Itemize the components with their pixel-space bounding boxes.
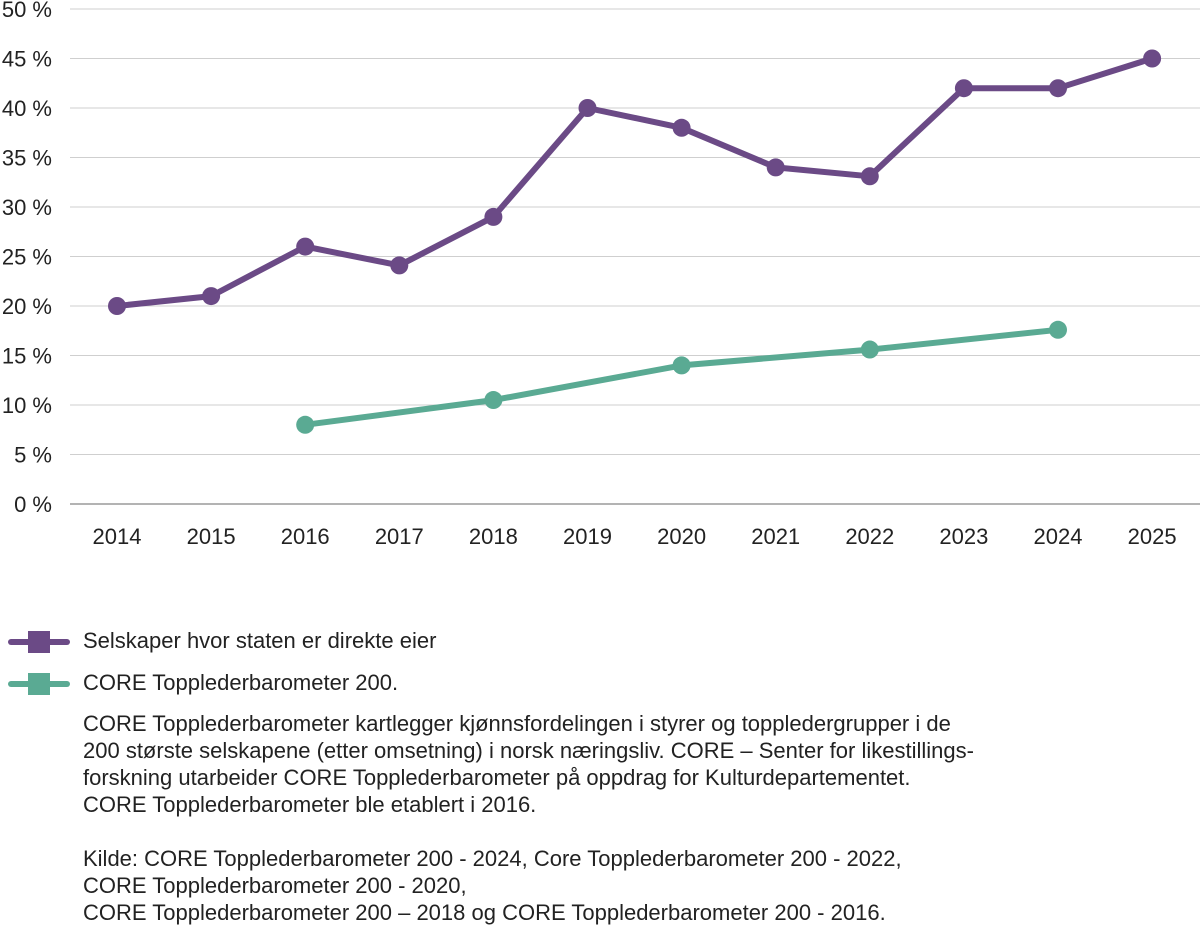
data-point-state-owned xyxy=(390,256,409,275)
legend-square-marker-core xyxy=(28,673,50,695)
data-point-state-owned xyxy=(672,118,691,137)
x-axis-tick-labels: 2014 2015 2016 2017 2018 2019 2020 2021 2022 2023… xyxy=(93,524,1177,549)
x-tick-label: 2021 xyxy=(751,524,800,549)
line-chart: 0 % 5 % 10 % 15 % 20 % 25 % 30 % 35 % 40 % 45 % 50… xyxy=(2,0,1200,549)
legend-item-core: CORE Topplederbarometer 200. xyxy=(8,664,1188,706)
x-tick-label: 2025 xyxy=(1128,524,1177,549)
x-tick-label: 2015 xyxy=(187,524,236,549)
legend-label-state-owned: Selskaper hvor staten er direkte eier xyxy=(83,628,437,653)
legend-item-state-owned: Selskaper hvor staten er direkte eier xyxy=(8,622,1188,664)
description-line: forskning utarbeider CORE Topplederbarom… xyxy=(83,765,911,790)
legend-swatch-state-owned xyxy=(8,631,70,653)
y-tick-label: 45 % xyxy=(2,47,52,72)
x-tick-label: 2019 xyxy=(563,524,612,549)
data-point-core xyxy=(860,340,879,359)
legend: Selskaper hvor staten er direkte eier CO… xyxy=(8,622,1188,706)
source-line: Kilde: CORE Topplederbarometer 200 - 202… xyxy=(83,846,902,871)
y-tick-label: 50 % xyxy=(2,0,52,22)
x-tick-label: 2014 xyxy=(93,524,142,549)
data-point-state-owned xyxy=(296,237,315,256)
y-tick-label: 30 % xyxy=(2,195,52,220)
y-tick-label: 15 % xyxy=(2,344,52,369)
legend-label-core: CORE Topplederbarometer 200. xyxy=(83,670,399,695)
chart-notes: CORE Topplederbarometer kartlegger kjønn… xyxy=(83,710,1193,926)
y-axis-tick-labels: 0 % 5 % 10 % 15 % 20 % 25 % 30 % 35 % 40 % 45 % 50… xyxy=(2,0,52,517)
data-point-state-owned xyxy=(202,287,221,306)
data-point-state-owned xyxy=(484,207,503,226)
legend-swatch-core xyxy=(8,673,70,695)
description-line: CORE Topplederbarometer kartlegger kjønn… xyxy=(83,711,951,736)
y-tick-label: 35 % xyxy=(2,146,52,171)
data-point-state-owned xyxy=(954,79,973,98)
source-line: CORE Topplederbarometer 200 - 2020, xyxy=(83,873,467,898)
x-tick-label: 2017 xyxy=(375,524,424,549)
data-point-state-owned xyxy=(1143,49,1162,68)
y-tick-label: 0 % xyxy=(14,492,52,517)
source-line: CORE Topplederbarometer 200 – 2018 og CO… xyxy=(83,900,886,925)
data-point-core xyxy=(296,415,315,434)
series-lines xyxy=(114,55,1156,428)
y-tick-label: 25 % xyxy=(2,245,52,270)
series-line-core xyxy=(302,326,1061,428)
data-point-core xyxy=(484,391,503,410)
y-tick-label: 10 % xyxy=(2,393,52,418)
data-point-state-owned xyxy=(860,167,879,186)
x-tick-label: 2023 xyxy=(939,524,988,549)
x-tick-label: 2022 xyxy=(845,524,894,549)
x-tick-label: 2024 xyxy=(1034,524,1083,549)
notes-spacer xyxy=(83,818,1193,845)
gridlines xyxy=(70,8,1200,505)
y-tick-label: 20 % xyxy=(2,294,52,319)
data-point-state-owned xyxy=(1049,79,1067,98)
series-markers xyxy=(108,49,1162,434)
y-tick-label: 40 % xyxy=(2,96,52,121)
y-tick-label: 5 % xyxy=(14,443,52,468)
legend-square-marker-state-owned xyxy=(28,631,50,653)
data-point-state-owned xyxy=(108,297,126,315)
data-point-state-owned xyxy=(578,99,597,117)
x-tick-label: 2020 xyxy=(657,524,706,549)
description-line: 200 største selskapene (etter omsetning)… xyxy=(83,738,974,763)
x-tick-label: 2018 xyxy=(469,524,518,549)
description-line: CORE Topplederbarometer ble etablert i 2… xyxy=(83,792,537,817)
x-tick-label: 2016 xyxy=(281,524,330,549)
data-point-core xyxy=(672,356,691,375)
data-point-core xyxy=(1049,320,1067,339)
data-point-state-owned xyxy=(766,158,785,177)
series-line-state-owned xyxy=(114,55,1156,309)
